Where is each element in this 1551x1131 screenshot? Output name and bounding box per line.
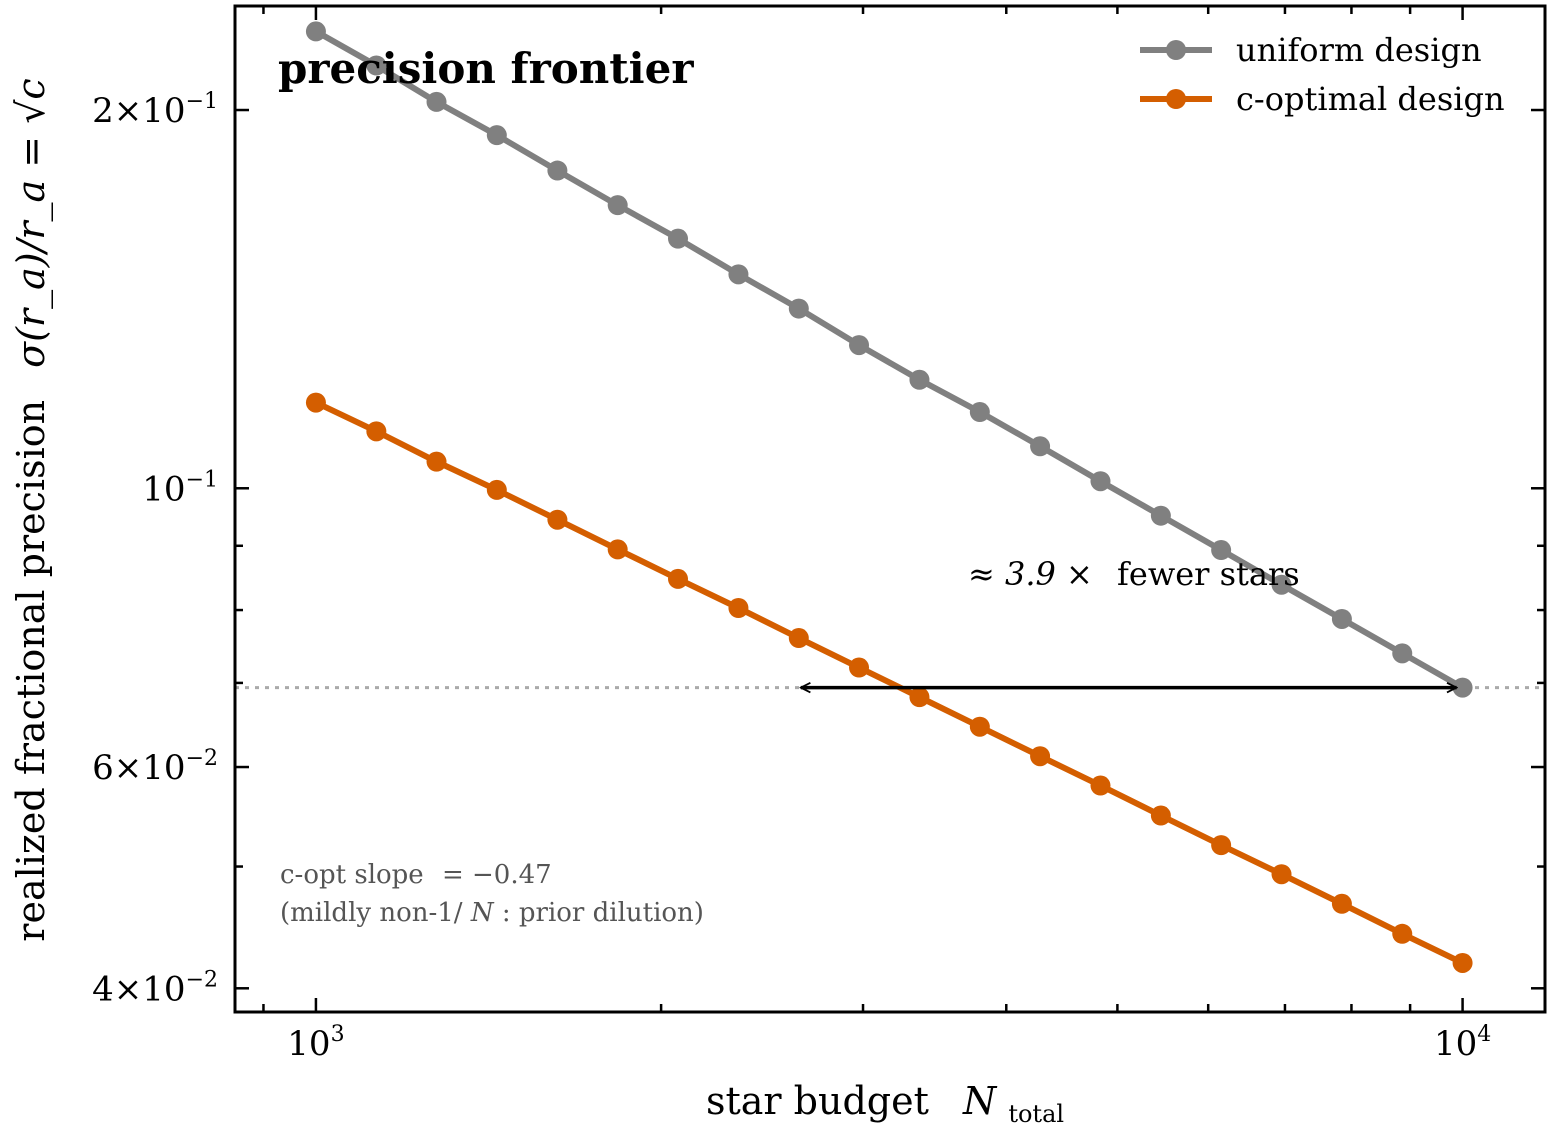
data-point <box>426 91 447 112</box>
data-point <box>909 687 930 708</box>
anno-text: fewer stars <box>1117 555 1300 593</box>
y-axis-label-math: σ(r_a)/r_a = √c <box>9 78 54 368</box>
data-point <box>668 228 688 249</box>
data-point <box>1271 864 1292 885</box>
anno-value: 3.9 <box>1005 555 1056 593</box>
series-line <box>314 28 1465 691</box>
y-tick-label: 4×10−2 <box>92 967 218 1009</box>
data-point <box>788 628 809 649</box>
data-point <box>1090 471 1111 492</box>
data-point <box>849 657 870 678</box>
legend-label: c-optimal design <box>1236 80 1505 118</box>
data-point <box>305 21 326 42</box>
legend-item: c-optimal design <box>1140 80 1505 118</box>
y-tick-label: 10−1 <box>142 467 218 509</box>
data-point <box>486 125 507 146</box>
x-axis-label: star budget N total <box>706 1079 1064 1128</box>
x-tick-label: 103 <box>287 1022 344 1064</box>
legend-item: uniform design <box>1140 31 1482 69</box>
data-point <box>1090 775 1111 796</box>
data-point <box>1211 835 1232 856</box>
slope-note-line2: (mildly non-1/ N : prior dilution) <box>280 898 704 928</box>
x-axis-label-sub: total <box>1008 1100 1064 1128</box>
tick-label-layer: 103 104 2×10−1 10−1 6×10−2 4×10−2 <box>92 89 1491 1064</box>
data-point <box>547 509 568 530</box>
data-point <box>607 539 628 560</box>
x-tick-label: 104 <box>1434 1022 1491 1064</box>
note-line1-text: c-opt slope <box>280 860 424 890</box>
data-point <box>486 479 507 500</box>
data-point <box>547 160 568 181</box>
data-point <box>1331 608 1352 629</box>
y-tick-label: 2×10−1 <box>92 89 218 131</box>
plot-frame <box>233 4 1547 1014</box>
data-point <box>1030 746 1051 767</box>
data-point <box>1150 805 1171 826</box>
data-point <box>305 392 326 413</box>
tick-layer <box>235 6 1545 1012</box>
anno-times: × <box>1066 555 1093 593</box>
note-line1-eq: = −0.47 <box>442 860 552 890</box>
data-point <box>1392 923 1413 944</box>
data-point <box>728 264 749 285</box>
data-point <box>426 451 447 472</box>
x-axis-label-math: N <box>962 1079 998 1123</box>
legend-swatch-marker <box>1166 40 1186 60</box>
data-point <box>969 716 990 737</box>
data-point <box>668 568 688 589</box>
data-point <box>1331 893 1352 914</box>
series-uniform <box>305 21 1473 698</box>
data-point <box>1452 952 1473 973</box>
data-point <box>366 55 387 76</box>
data-point <box>788 298 809 319</box>
x-axis-label-text: star budget <box>706 1079 929 1123</box>
data-point <box>969 402 990 423</box>
legend: uniform design c-optimal design <box>1140 31 1505 118</box>
note-line2-b: : prior dilution) <box>502 898 704 928</box>
anno-prefix: ≈ <box>968 555 995 593</box>
legend-swatch-marker <box>1166 89 1186 109</box>
note-line2-a: (mildly non-1/ <box>280 898 463 928</box>
data-point <box>366 421 387 442</box>
data-point <box>1150 505 1171 526</box>
gap-annotation: ≈ 3.9 × fewer stars <box>968 555 1300 593</box>
data-point <box>1030 436 1051 457</box>
y-axis-label-text: realized fractional precision <box>9 400 53 942</box>
data-point <box>849 335 870 356</box>
data-point <box>1392 643 1413 664</box>
data-point <box>1211 540 1232 561</box>
data-point <box>728 598 749 618</box>
data-point <box>1271 574 1292 595</box>
data-point <box>909 369 930 390</box>
slope-note-line1: c-opt slope = −0.47 <box>280 860 552 890</box>
chart-title: precision frontier <box>278 44 694 93</box>
y-tick-label: 6×10−2 <box>92 746 218 788</box>
y-axis-label: realized fractional precision σ(r_a)/r_a… <box>9 78 54 941</box>
series-layer <box>305 21 1473 973</box>
data-point <box>607 195 628 216</box>
legend-label: uniform design <box>1236 31 1482 69</box>
note-line2-n: N <box>470 898 495 928</box>
